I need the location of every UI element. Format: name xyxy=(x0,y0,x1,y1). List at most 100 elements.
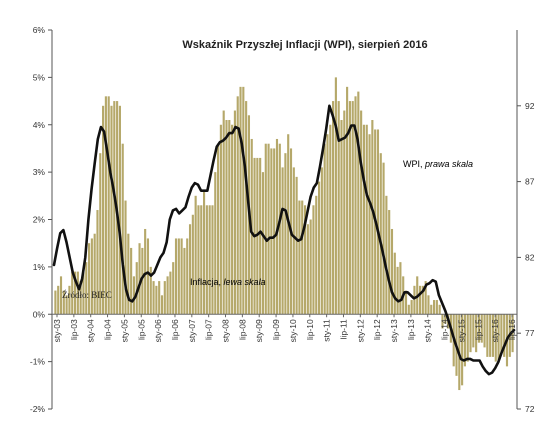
inflation-bar xyxy=(348,101,351,315)
inflation-bar xyxy=(211,205,214,315)
inflation-bar xyxy=(312,205,315,315)
inflation-bar xyxy=(500,314,503,353)
inflation-bar xyxy=(343,110,346,315)
inflation-bar xyxy=(132,276,136,315)
wpi-annotation: WPI, prawa skala xyxy=(403,159,473,169)
chart-title: Wskaźnik Przyszłej Inflacji (WPI), sierp… xyxy=(182,39,427,51)
inflation-bar xyxy=(365,124,368,315)
inflation-bar xyxy=(362,124,366,315)
x-axis-tick-label: sty-16 xyxy=(490,319,500,342)
x-axis-tick-label: sty-10 xyxy=(288,319,298,342)
inflation-bar xyxy=(259,157,262,315)
inflation-bar xyxy=(71,271,74,315)
inflation-bar xyxy=(404,290,408,315)
inflation-bar xyxy=(194,195,197,315)
inflation-bar xyxy=(432,300,436,315)
inflation-bar xyxy=(82,271,85,315)
inflation-bar xyxy=(177,238,180,315)
x-axis-tick-label: sty-13 xyxy=(389,319,399,342)
inflation-bar xyxy=(371,120,374,315)
inflation-bar xyxy=(329,124,332,315)
inflation-bar xyxy=(104,96,107,315)
x-axis-tick-label: sty-06 xyxy=(153,319,163,342)
wpi-annotation-name: WPI xyxy=(403,159,420,169)
wpi-line xyxy=(52,104,516,376)
inflation-bar xyxy=(466,314,469,362)
inflation-bar xyxy=(267,143,270,315)
inflation-bar xyxy=(497,314,500,362)
inflation-bar xyxy=(309,219,312,315)
inflation-bar xyxy=(368,134,371,315)
inflation-bar xyxy=(205,205,208,315)
x-axis-tick-label: lip-03 xyxy=(69,319,79,340)
right-axis-tick-label: 77 xyxy=(525,328,535,338)
inflation-bar xyxy=(191,214,194,315)
inflation-bar xyxy=(222,110,225,315)
inflation-bar xyxy=(68,285,71,315)
inflation-bar xyxy=(130,247,133,315)
inflation-bar xyxy=(503,314,506,357)
inflation-bar xyxy=(144,228,147,315)
inflation-bar xyxy=(200,205,203,315)
inflation-bar xyxy=(461,314,464,386)
inflation-bar xyxy=(332,101,335,315)
left-axis-tick-label: -2% xyxy=(30,404,46,414)
inflation-bar xyxy=(180,238,183,315)
inflation-bar xyxy=(489,314,492,357)
inflation-bar xyxy=(169,271,172,315)
left-axis-tick-label: 3% xyxy=(33,167,46,177)
inflation-bar xyxy=(188,224,192,315)
inflation-bar xyxy=(93,233,96,315)
inflation-bar xyxy=(273,148,276,315)
x-axis-tick-label: sty-07 xyxy=(187,319,197,342)
inflation-bar xyxy=(121,143,124,315)
inflation-bar xyxy=(118,105,121,315)
inflation-bar xyxy=(166,276,169,315)
inflation-bar xyxy=(99,153,102,315)
inflation-bar xyxy=(107,96,110,315)
x-axis-tick-label: lip-09 xyxy=(271,319,281,340)
x-axis-tick-label: lip-12 xyxy=(372,319,382,340)
inflation-bar xyxy=(127,233,130,315)
inflation-bar xyxy=(430,304,433,315)
x-axis-tick-label: sty-04 xyxy=(86,319,96,342)
source-label: Źródło: BIEC xyxy=(62,290,112,300)
inflation-bar xyxy=(62,290,65,315)
x-axis-tick-label: sty-05 xyxy=(119,319,129,342)
inflation-bar xyxy=(174,238,178,315)
inflation-bar xyxy=(475,314,478,353)
inflation-bar xyxy=(242,86,245,315)
inflation-bar xyxy=(424,281,427,315)
inflation-bar xyxy=(494,314,497,362)
inflation-bar xyxy=(472,314,475,348)
right-axis-tick-label: 72 xyxy=(525,404,535,414)
inflation-bar xyxy=(236,96,239,315)
inflation-bar xyxy=(214,172,217,315)
inflation-bar xyxy=(346,86,349,315)
inflation-bar xyxy=(298,200,301,315)
left-axis-tick-label: 5% xyxy=(33,72,46,82)
inflation-bar xyxy=(217,143,220,315)
inflation-bar xyxy=(410,300,413,315)
inflation-bar xyxy=(360,110,363,315)
inflation-bar xyxy=(317,181,321,315)
inflation-bar xyxy=(152,281,155,315)
inflation-bar xyxy=(76,271,79,315)
x-axis-tick-label: lip-08 xyxy=(237,319,247,340)
x-axis-tick-label: sty-14 xyxy=(423,319,433,342)
inflation-bar xyxy=(228,120,231,315)
inflation-bar xyxy=(110,105,113,315)
inflation-bar xyxy=(306,224,309,315)
right-axis-tick-label: 82 xyxy=(525,252,535,262)
inflation-bar xyxy=(396,266,399,315)
inflation-bar xyxy=(491,314,495,357)
inflation-bar xyxy=(146,238,150,315)
x-axis-tick-label: lip-10 xyxy=(305,319,315,340)
inflation-bar xyxy=(427,295,430,315)
inflation-bar xyxy=(281,167,284,315)
inflation-bar xyxy=(418,285,422,315)
x-axis-tick-label: sty-03 xyxy=(52,319,62,342)
inflation-bar xyxy=(379,153,382,315)
left-axis-tick-label: 4% xyxy=(33,120,46,130)
